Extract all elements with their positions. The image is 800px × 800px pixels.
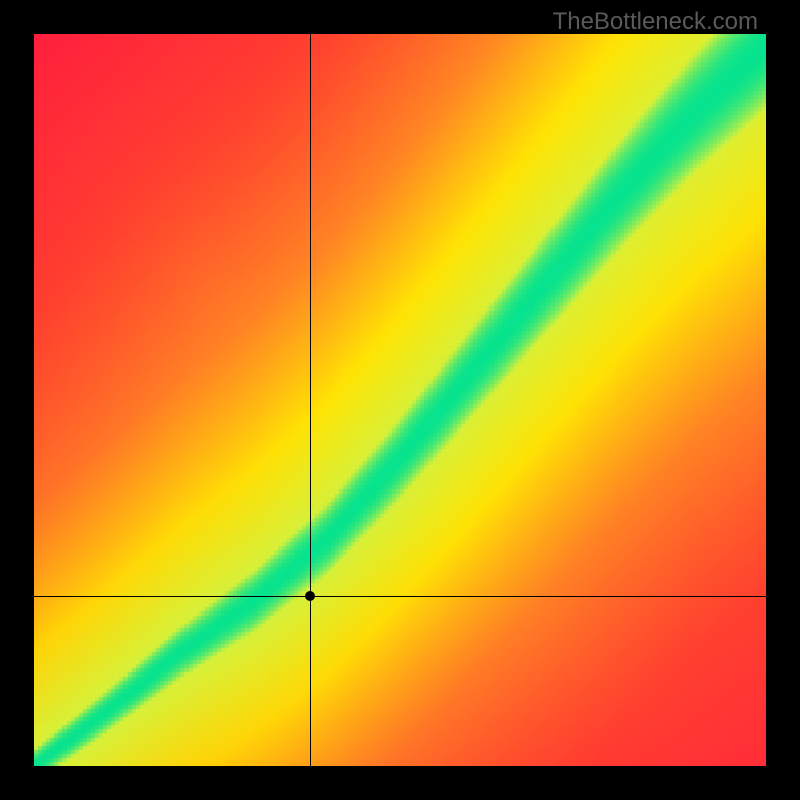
heatmap-plot: [34, 34, 766, 766]
crosshair-vertical: [310, 34, 311, 766]
crosshair-horizontal: [34, 596, 766, 597]
heatmap-canvas: [34, 34, 766, 766]
chart-frame: TheBottleneck.com: [0, 0, 800, 800]
marker-dot: [305, 591, 315, 601]
watermark-label: TheBottleneck.com: [553, 8, 758, 36]
